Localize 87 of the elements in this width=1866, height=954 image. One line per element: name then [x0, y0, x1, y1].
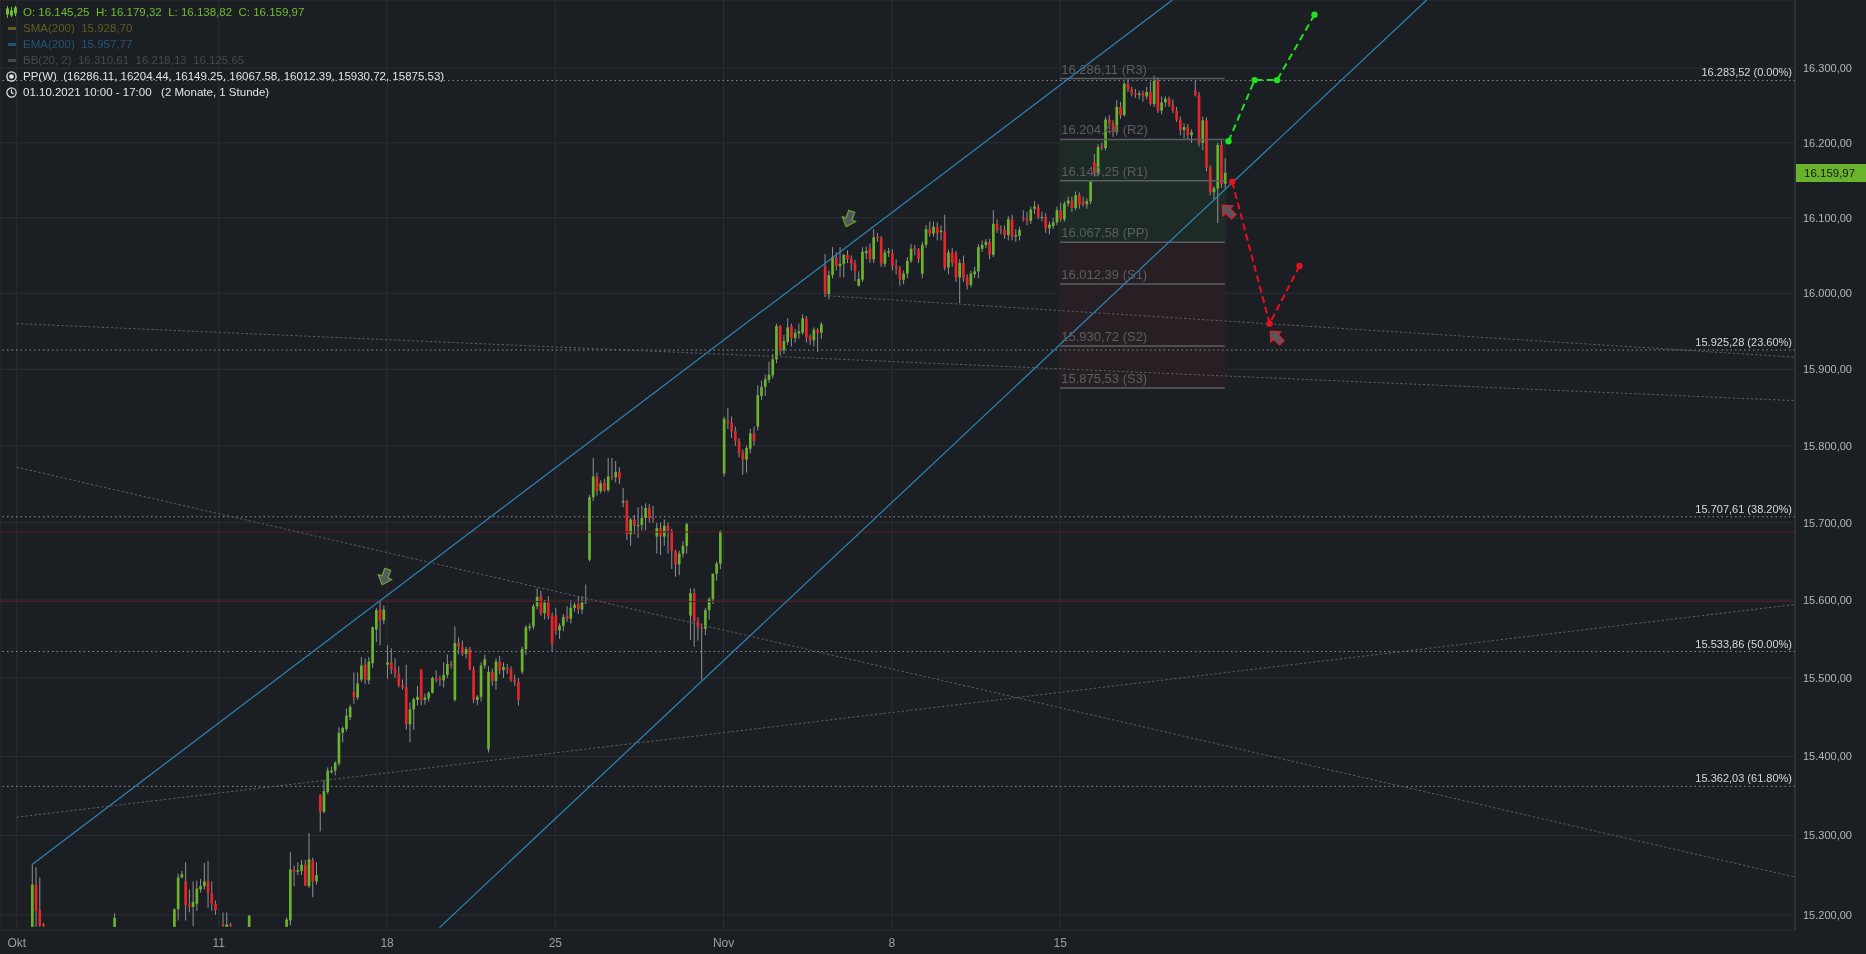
x-tick-label: 25 [548, 935, 563, 950]
candlestick [1074, 190, 1077, 211]
candlestick [629, 517, 632, 547]
candlestick [446, 654, 449, 679]
candlestick [726, 407, 730, 430]
text: 16.159,97 [1796, 163, 1866, 182]
candlestick [621, 487, 625, 508]
x-tick-label: Nov [712, 935, 735, 950]
candlestick [184, 861, 187, 921]
y-tick-label: 15.300,00 [1803, 829, 1852, 842]
candlestick [689, 587, 692, 641]
candlestick [1063, 200, 1066, 223]
candlestick [704, 607, 707, 636]
candlestick [655, 522, 659, 555]
annotation: PP(W) (16286.11, 16204.44, 16149.25, 16067.58, 16012.39, 15930.72, 15875.53) [23, 69, 445, 83]
annotation: EMA(200) 15.957,77 [23, 37, 133, 51]
point [1266, 320, 1273, 327]
x-tick-label: 15 [1053, 935, 1068, 950]
candlestick [674, 549, 677, 578]
candlestick [345, 708, 348, 732]
x-tick-label: 11 [212, 935, 226, 950]
ref-line-label: 15.533,86 (50.00%) [1695, 637, 1792, 650]
y-tick-label: 15.900,00 [1803, 363, 1852, 376]
candlestick [382, 605, 386, 625]
candlestick [292, 865, 296, 887]
candlestick [1223, 157, 1227, 190]
candlestick [221, 911, 225, 928]
ref-line-label: 15.925,28 (23.60%) [1695, 336, 1792, 349]
y-tick-label: 16.100,00 [1803, 211, 1852, 224]
candlestick [318, 793, 322, 832]
annotation: O: 16.145,25 H: 16.179,32 L: 16.138,82 C: 16.159,97 [23, 5, 305, 19]
ref-line-label: 15.707,61 (38.20%) [1695, 502, 1792, 515]
y-tick-label: 16.000,00 [1803, 287, 1852, 300]
ref-line-label: 16.067,58 (PP) [1061, 225, 1149, 241]
candlestick [591, 457, 595, 502]
candlestick [827, 270, 831, 300]
ref-line-label: 16.283,52 (0.00%) [1701, 66, 1792, 79]
candlestick [606, 457, 610, 493]
candlestick [801, 314, 804, 336]
candlestick [790, 323, 793, 347]
candlestick [891, 248, 894, 272]
annotation: SMA(200) 15.928,70 [23, 21, 133, 35]
y-tick-label: 16.200,00 [1803, 136, 1852, 149]
y-tick-label: 15.200,00 [1803, 908, 1852, 921]
y-tick-label: 15.700,00 [1803, 516, 1852, 529]
candlestick [1178, 116, 1182, 136]
candlestick [543, 599, 546, 621]
point [1229, 178, 1236, 185]
y-tick-label: 15.500,00 [1803, 671, 1852, 684]
candlestick [315, 861, 318, 886]
candlestick [360, 656, 363, 683]
y-tick-label: 15.400,00 [1803, 750, 1852, 763]
candlestick [988, 238, 991, 260]
y-tick-label: 15.800,00 [1803, 439, 1852, 452]
ref-line-label: 15.362,03 (61.80%) [1695, 772, 1792, 785]
candlestick [962, 254, 965, 283]
candlestick [442, 661, 445, 688]
candlestick [831, 246, 834, 279]
candlestick [1089, 179, 1092, 205]
candlestick [947, 248, 950, 275]
x-tick-label: 18 [380, 935, 395, 950]
y-tick-label: 15.600,00 [1803, 593, 1852, 606]
x-tick-label: Okt [7, 935, 27, 950]
candlestick [958, 258, 962, 304]
candlestick [517, 677, 520, 706]
candlestick [659, 522, 662, 556]
candlestick [715, 560, 718, 582]
x-tick-label: 8 [888, 935, 896, 950]
candlestick [1059, 202, 1063, 223]
point [1311, 11, 1318, 18]
annotation: 01.10.2021 10:00 - 17:00 (2 Monate, 1 Stunde) [23, 85, 270, 99]
candlestick [1201, 116, 1205, 151]
point [1273, 76, 1281, 84]
candlestick [416, 685, 419, 706]
candlestick [805, 315, 808, 344]
candlestick [202, 862, 206, 890]
y-tick-label: 16.300,00 [1803, 62, 1852, 75]
candlestick [771, 353, 775, 379]
point [1225, 138, 1232, 145]
candlestick [569, 599, 573, 624]
candlestick [449, 660, 453, 670]
candlestick [685, 522, 689, 555]
point [1251, 76, 1258, 84]
point [1296, 262, 1303, 270]
candlestick [356, 672, 359, 701]
ref-line-label: 15.875,53 (S3) [1061, 370, 1148, 386]
candlestick [311, 857, 315, 898]
